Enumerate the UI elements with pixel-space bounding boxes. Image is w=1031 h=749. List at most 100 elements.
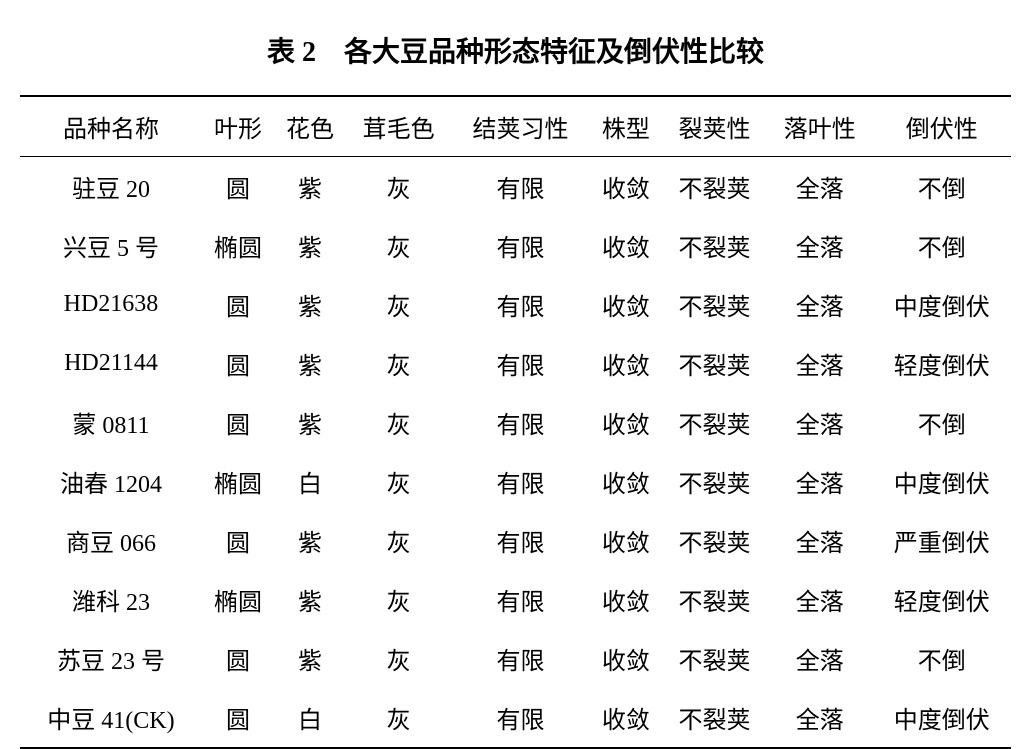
cell-plant-type: 收敛 [590, 511, 662, 570]
cell-variety: 蒙 0811 [20, 393, 202, 452]
cell-pod-shattering: 不裂荚 [662, 570, 767, 629]
cell-pod-habit: 有限 [451, 157, 590, 217]
cell-lodging: 不倒 [872, 629, 1011, 688]
column-header-pod-shattering: 裂荚性 [662, 96, 767, 157]
table-row: 蒙 0811 圆 紫 灰 有限 收敛 不裂荚 全落 不倒 [20, 393, 1011, 452]
cell-variety: HD21144 [20, 334, 202, 393]
cell-lodging: 不倒 [872, 393, 1011, 452]
cell-leaf-drop: 全落 [767, 275, 872, 334]
cell-flower-color: 紫 [274, 334, 346, 393]
cell-pod-shattering: 不裂荚 [662, 275, 767, 334]
cell-leaf-shape: 圆 [202, 629, 274, 688]
cell-leaf-drop: 全落 [767, 452, 872, 511]
cell-leaf-drop: 全落 [767, 511, 872, 570]
cell-leaf-shape: 圆 [202, 511, 274, 570]
cell-variety: 中豆 41(CK) [20, 688, 202, 748]
column-header-plant-type: 株型 [590, 96, 662, 157]
column-header-leaf-shape: 叶形 [202, 96, 274, 157]
cell-leaf-shape: 椭圆 [202, 570, 274, 629]
table-row: 潍科 23 椭圆 紫 灰 有限 收敛 不裂荚 全落 轻度倒伏 [20, 570, 1011, 629]
cell-flower-color: 紫 [274, 570, 346, 629]
cell-plant-type: 收敛 [590, 216, 662, 275]
cell-pod-shattering: 不裂荚 [662, 216, 767, 275]
cell-flower-color: 紫 [274, 393, 346, 452]
cell-pod-habit: 有限 [451, 393, 590, 452]
cell-pod-habit: 有限 [451, 629, 590, 688]
column-header-variety: 品种名称 [20, 96, 202, 157]
cell-pubescence-color: 灰 [346, 393, 451, 452]
cell-plant-type: 收敛 [590, 275, 662, 334]
cell-flower-color: 紫 [274, 275, 346, 334]
cell-pod-shattering: 不裂荚 [662, 334, 767, 393]
column-header-pubescence-color: 茸毛色 [346, 96, 451, 157]
cell-lodging: 轻度倒伏 [872, 334, 1011, 393]
table-title: 表 2 各大豆品种形态特征及倒伏性比较 [20, 30, 1011, 70]
column-header-lodging: 倒伏性 [872, 96, 1011, 157]
cell-pod-habit: 有限 [451, 334, 590, 393]
table-row: 商豆 066 圆 紫 灰 有限 收敛 不裂荚 全落 严重倒伏 [20, 511, 1011, 570]
cell-lodging: 不倒 [872, 216, 1011, 275]
cell-pod-shattering: 不裂荚 [662, 511, 767, 570]
cell-leaf-shape: 圆 [202, 688, 274, 748]
cell-leaf-drop: 全落 [767, 157, 872, 217]
cell-lodging: 轻度倒伏 [872, 570, 1011, 629]
cell-leaf-shape: 圆 [202, 334, 274, 393]
cell-lodging: 严重倒伏 [872, 511, 1011, 570]
cell-pubescence-color: 灰 [346, 216, 451, 275]
column-header-leaf-drop: 落叶性 [767, 96, 872, 157]
cell-flower-color: 白 [274, 688, 346, 748]
soybean-varieties-table: 品种名称 叶形 花色 茸毛色 结荚习性 株型 裂荚性 落叶性 倒伏性 驻豆 20… [20, 95, 1011, 749]
cell-flower-color: 紫 [274, 216, 346, 275]
column-header-pod-habit: 结荚习性 [451, 96, 590, 157]
cell-leaf-drop: 全落 [767, 216, 872, 275]
cell-plant-type: 收敛 [590, 157, 662, 217]
table-row: 油春 1204 椭圆 白 灰 有限 收敛 不裂荚 全落 中度倒伏 [20, 452, 1011, 511]
cell-pod-habit: 有限 [451, 511, 590, 570]
table-row: 中豆 41(CK) 圆 白 灰 有限 收敛 不裂荚 全落 中度倒伏 [20, 688, 1011, 748]
cell-pod-habit: 有限 [451, 452, 590, 511]
cell-pubescence-color: 灰 [346, 334, 451, 393]
cell-plant-type: 收敛 [590, 334, 662, 393]
cell-pubescence-color: 灰 [346, 275, 451, 334]
column-header-flower-color: 花色 [274, 96, 346, 157]
cell-variety: 油春 1204 [20, 452, 202, 511]
cell-plant-type: 收敛 [590, 393, 662, 452]
cell-pubescence-color: 灰 [346, 688, 451, 748]
cell-leaf-shape: 圆 [202, 275, 274, 334]
cell-plant-type: 收敛 [590, 688, 662, 748]
cell-pubescence-color: 灰 [346, 511, 451, 570]
table-row: 驻豆 20 圆 紫 灰 有限 收敛 不裂荚 全落 不倒 [20, 157, 1011, 217]
cell-pod-shattering: 不裂荚 [662, 688, 767, 748]
table-row: 兴豆 5 号 椭圆 紫 灰 有限 收敛 不裂荚 全落 不倒 [20, 216, 1011, 275]
cell-pod-shattering: 不裂荚 [662, 629, 767, 688]
cell-variety: 兴豆 5 号 [20, 216, 202, 275]
cell-flower-color: 白 [274, 452, 346, 511]
cell-leaf-shape: 椭圆 [202, 216, 274, 275]
table-header-row: 品种名称 叶形 花色 茸毛色 结荚习性 株型 裂荚性 落叶性 倒伏性 [20, 96, 1011, 157]
cell-leaf-shape: 椭圆 [202, 452, 274, 511]
cell-pod-shattering: 不裂荚 [662, 157, 767, 217]
cell-flower-color: 紫 [274, 629, 346, 688]
cell-lodging: 中度倒伏 [872, 452, 1011, 511]
cell-flower-color: 紫 [274, 511, 346, 570]
table-row: 苏豆 23 号 圆 紫 灰 有限 收敛 不裂荚 全落 不倒 [20, 629, 1011, 688]
cell-pubescence-color: 灰 [346, 452, 451, 511]
cell-lodging: 不倒 [872, 157, 1011, 217]
cell-variety: 驻豆 20 [20, 157, 202, 217]
cell-variety: 潍科 23 [20, 570, 202, 629]
cell-pod-habit: 有限 [451, 216, 590, 275]
cell-leaf-drop: 全落 [767, 393, 872, 452]
cell-lodging: 中度倒伏 [872, 688, 1011, 748]
cell-plant-type: 收敛 [590, 629, 662, 688]
cell-pod-shattering: 不裂荚 [662, 393, 767, 452]
cell-leaf-drop: 全落 [767, 570, 872, 629]
table-row: HD21144 圆 紫 灰 有限 收敛 不裂荚 全落 轻度倒伏 [20, 334, 1011, 393]
cell-flower-color: 紫 [274, 157, 346, 217]
cell-pubescence-color: 灰 [346, 570, 451, 629]
cell-variety: 商豆 066 [20, 511, 202, 570]
cell-variety: HD21638 [20, 275, 202, 334]
cell-plant-type: 收敛 [590, 452, 662, 511]
cell-pod-shattering: 不裂荚 [662, 452, 767, 511]
cell-leaf-drop: 全落 [767, 688, 872, 748]
cell-leaf-shape: 圆 [202, 393, 274, 452]
